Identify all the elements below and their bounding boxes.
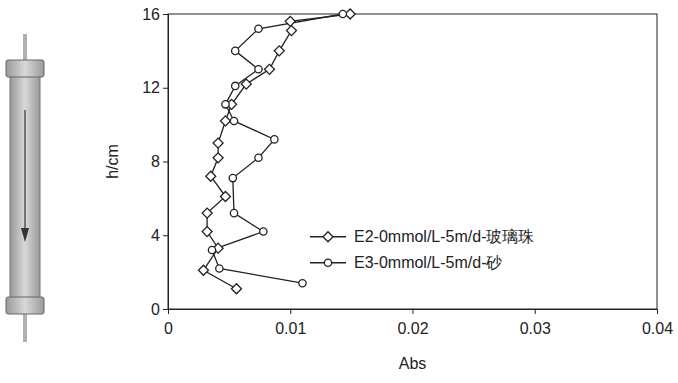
data-point — [255, 154, 262, 161]
x-tick-mark — [657, 309, 658, 314]
x-tick-label: 0.02 — [397, 320, 428, 337]
data-point — [206, 171, 216, 181]
legend-marker — [323, 232, 333, 242]
legend-item: E2-0mmol/L-5m/d-玻璃珠 — [310, 228, 534, 245]
y-axis-line — [163, 15, 169, 310]
x-tick-label: 0.04 — [642, 320, 673, 337]
y-tick-label: 12 — [142, 79, 160, 96]
flow-arrow — [24, 110, 25, 232]
y-tick: 8 — [151, 153, 168, 170]
x-axis-line — [169, 310, 658, 315]
y-tick-mark — [163, 235, 168, 236]
y-tick: 0 — [151, 301, 168, 318]
series-line — [212, 14, 343, 283]
data-point — [241, 79, 251, 89]
data-point — [339, 10, 346, 17]
data-point — [202, 227, 212, 237]
x-tick: 0.02 — [397, 309, 428, 337]
x-tick-label: 0 — [164, 320, 173, 337]
y-tick: 4 — [151, 227, 168, 244]
legend: E2-0mmol/L-5m/d-玻璃珠 E3-0mmol/L-5m/d-砂 — [310, 228, 534, 271]
x-axis: 0 0.01 0.02 0.03 0.04 — [164, 309, 673, 337]
data-point — [255, 25, 262, 32]
data-point — [202, 208, 212, 218]
data-point — [232, 47, 239, 54]
nozzle-bottom — [23, 312, 27, 342]
y-tick-mark — [163, 162, 168, 163]
data-point — [208, 246, 215, 253]
x-tick: 0.03 — [520, 309, 551, 337]
y-axis: 0 4 8 12 16 — [142, 6, 168, 318]
data-point — [220, 192, 230, 202]
x-tick-label: 0.03 — [520, 320, 551, 337]
y-tick: 12 — [142, 79, 168, 96]
column-diagram — [6, 34, 44, 342]
column-cap-top — [6, 60, 44, 77]
x-tick-label: 0.01 — [275, 320, 306, 337]
y-tick-label: 16 — [142, 6, 160, 23]
nozzle-top — [23, 34, 27, 62]
y-tick: 16 — [142, 6, 168, 23]
data-point — [213, 138, 223, 148]
data-point — [230, 209, 237, 216]
y-tick-mark — [163, 309, 168, 310]
data-point — [255, 66, 262, 73]
data-point — [299, 280, 306, 287]
data-point — [216, 265, 223, 272]
legend-marker — [324, 259, 331, 266]
y-tick-label: 4 — [151, 227, 160, 244]
y-tick-label: 8 — [151, 153, 160, 170]
x-axis-title: Abs — [399, 355, 427, 372]
y-axis-title: h/cm — [104, 144, 121, 179]
x-tick-mark — [413, 309, 414, 314]
y-tick-label: 0 — [151, 301, 160, 318]
x-tick: 0.04 — [642, 309, 673, 337]
column-body — [10, 76, 40, 298]
data-point — [220, 116, 230, 126]
markers — [198, 9, 355, 294]
data-point — [222, 101, 229, 108]
data-point — [229, 174, 236, 181]
data-point — [264, 64, 274, 74]
chart: 0 0.01 0.02 0.03 0.04 0 4 8 12 16 Abs h/cm E2-0mmol/… — [0, 0, 678, 383]
data-point — [213, 153, 223, 163]
data-point — [274, 46, 284, 56]
data-point — [271, 136, 278, 143]
legend-item: E3-0mmol/L-5m/d-砂 — [310, 254, 502, 271]
column-cap-bottom — [6, 297, 44, 314]
data-point — [285, 16, 295, 26]
y-tick-mark — [163, 14, 168, 15]
lines — [203, 14, 350, 289]
x-tick: 0.01 — [275, 309, 306, 337]
data-point — [286, 26, 296, 36]
data-point — [198, 265, 208, 275]
x-tick: 0 — [164, 309, 173, 337]
x-tick-mark — [535, 309, 536, 314]
series-line — [203, 14, 350, 289]
legend-label: E3-0mmol/L-5m/d-砂 — [354, 254, 502, 271]
legend-label: E2-0mmol/L-5m/d-玻璃珠 — [354, 228, 534, 245]
x-tick-mark — [290, 309, 291, 314]
data-point — [231, 284, 241, 294]
data-point — [232, 82, 239, 89]
data-point — [230, 117, 237, 124]
y-tick-mark — [163, 88, 168, 89]
flow-arrow-head — [21, 228, 29, 242]
plot-frame — [168, 14, 657, 309]
data-point — [260, 228, 267, 235]
